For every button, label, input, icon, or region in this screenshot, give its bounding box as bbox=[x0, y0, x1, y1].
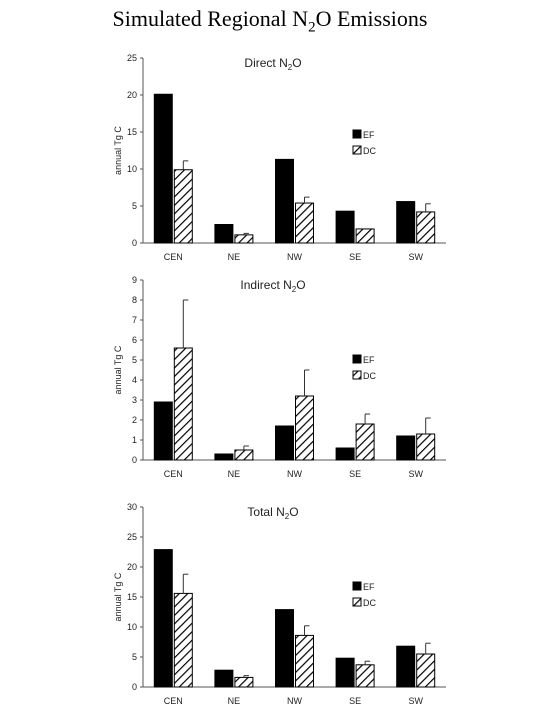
y-tick-label: 10 bbox=[127, 164, 137, 174]
page-title-suffix: O Emissions bbox=[315, 6, 428, 31]
bar-dc-sw bbox=[416, 211, 436, 244]
y-tick-label: 25 bbox=[127, 532, 137, 542]
bar-ef-sw bbox=[396, 645, 416, 688]
y-tick-label: 15 bbox=[127, 127, 137, 137]
bar-dc-nw bbox=[295, 634, 314, 688]
y-tick-label: 0 bbox=[132, 238, 137, 248]
chart-title: Total N2O bbox=[247, 505, 298, 521]
indirect-n2o-chart: Indirect N2O annual Tg C 0 1 2 3 4 5 6 7 8 9 CEN NE NW… bbox=[113, 275, 446, 479]
y-tick-label: 3 bbox=[132, 395, 137, 405]
legend-label-ef: EF bbox=[363, 582, 375, 592]
y-tick-label: 10 bbox=[127, 622, 137, 632]
bar-ef-sw bbox=[396, 201, 416, 244]
bar-ef-ne bbox=[214, 669, 234, 688]
legend-swatch-ef bbox=[352, 354, 362, 364]
bar-dc-se bbox=[355, 664, 375, 688]
y-tick-label: 25 bbox=[127, 53, 137, 63]
total-n2o-chart: Total N2O annual Tg C 0 5 10 15 20 25 30 CEN NE NW S… bbox=[113, 502, 446, 706]
y-tick-label: 9 bbox=[132, 275, 137, 285]
bar-dc-sw bbox=[416, 653, 436, 688]
bar-ef-se bbox=[335, 447, 355, 461]
page-title-prefix: Simulated Regional N bbox=[112, 6, 309, 31]
x-tick-label-ne: NE bbox=[228, 252, 241, 262]
legend-swatch-dc bbox=[352, 370, 362, 380]
bar-ef-se bbox=[335, 657, 355, 688]
bar-ef-cen bbox=[153, 93, 173, 244]
y-tick-label: 20 bbox=[127, 562, 137, 572]
bar-dc-ne bbox=[234, 449, 254, 461]
page-title: Simulated Regional N2O Emissions bbox=[0, 6, 540, 36]
bar-dc-sw bbox=[416, 433, 436, 461]
x-tick-label-ne: NE bbox=[228, 469, 241, 479]
y-axis-label: annual Tg C bbox=[113, 572, 123, 621]
y-tick-label: 6 bbox=[132, 335, 137, 345]
x-tick-label-cen: CEN bbox=[164, 696, 183, 706]
y-tick-label: 15 bbox=[127, 592, 137, 602]
legend-swatch-dc bbox=[352, 145, 362, 155]
y-tick-label: 5 bbox=[132, 652, 137, 662]
bar-ef-cen bbox=[153, 401, 173, 461]
x-tick-label-se: SE bbox=[349, 696, 361, 706]
x-tick-label-se: SE bbox=[349, 252, 361, 262]
bar-dc-cen bbox=[173, 592, 193, 688]
y-tick-label: 4 bbox=[132, 375, 137, 385]
legend-label-dc: DC bbox=[363, 146, 376, 156]
bar-dc-se bbox=[355, 423, 375, 461]
x-tick-label-nw: NW bbox=[287, 696, 302, 706]
page-title-subscript: 2 bbox=[308, 19, 316, 36]
legend-swatch-dc bbox=[352, 597, 362, 607]
x-tick-label-sw: SW bbox=[408, 252, 423, 262]
legend-label-ef: EF bbox=[363, 355, 375, 365]
y-axis-label: annual Tg C bbox=[113, 126, 123, 175]
y-tick-label: 1 bbox=[132, 435, 137, 445]
bar-ef-se bbox=[335, 210, 355, 244]
bar-dc-se bbox=[355, 228, 375, 244]
legend-label-ef: EF bbox=[363, 130, 375, 140]
bar-ef-nw bbox=[275, 609, 294, 688]
legend-swatch-ef bbox=[352, 129, 362, 139]
bar-dc-cen bbox=[173, 347, 193, 461]
x-tick-label-sw: SW bbox=[408, 696, 423, 706]
bar-ef-nw bbox=[275, 158, 294, 244]
y-tick-label: 0 bbox=[132, 455, 137, 465]
x-tick-label-cen: CEN bbox=[164, 252, 183, 262]
y-tick-label: 2 bbox=[132, 415, 137, 425]
bar-dc-cen bbox=[173, 169, 193, 244]
chart-title: Direct N2O bbox=[244, 56, 301, 72]
x-tick-label-nw: NW bbox=[287, 469, 302, 479]
bar-dc-nw bbox=[295, 395, 314, 461]
legend-label-dc: DC bbox=[363, 598, 376, 608]
bar-ef-ne bbox=[214, 224, 234, 244]
y-tick-label: 30 bbox=[127, 502, 137, 512]
bar-ef-ne bbox=[214, 453, 234, 461]
bar-dc-ne bbox=[234, 676, 254, 688]
x-tick-label-cen: CEN bbox=[164, 469, 183, 479]
chart-title: Indirect N2O bbox=[240, 278, 305, 294]
y-tick-label: 0 bbox=[132, 682, 137, 692]
bar-ef-sw bbox=[396, 435, 416, 461]
bar-dc-nw bbox=[295, 202, 314, 244]
y-tick-label: 7 bbox=[132, 315, 137, 325]
x-tick-label-sw: SW bbox=[408, 469, 423, 479]
x-tick-label-nw: NW bbox=[287, 252, 302, 262]
x-tick-label-se: SE bbox=[349, 469, 361, 479]
y-tick-label: 5 bbox=[132, 201, 137, 211]
bar-ef-nw bbox=[275, 425, 294, 461]
y-axis-label: annual Tg C bbox=[113, 345, 123, 394]
bar-dc-ne bbox=[234, 234, 254, 244]
x-tick-label-ne: NE bbox=[228, 696, 241, 706]
legend-swatch-ef bbox=[352, 581, 362, 591]
y-tick-label: 8 bbox=[132, 295, 137, 305]
y-tick-label: 20 bbox=[127, 90, 137, 100]
y-tick-label: 5 bbox=[132, 355, 137, 365]
bar-ef-cen bbox=[153, 549, 173, 688]
direct-n2o-chart: Direct N2O annual Tg C 0 5 10 15 20 25 CEN NE NW SE… bbox=[113, 53, 446, 262]
legend-label-dc: DC bbox=[363, 371, 376, 381]
